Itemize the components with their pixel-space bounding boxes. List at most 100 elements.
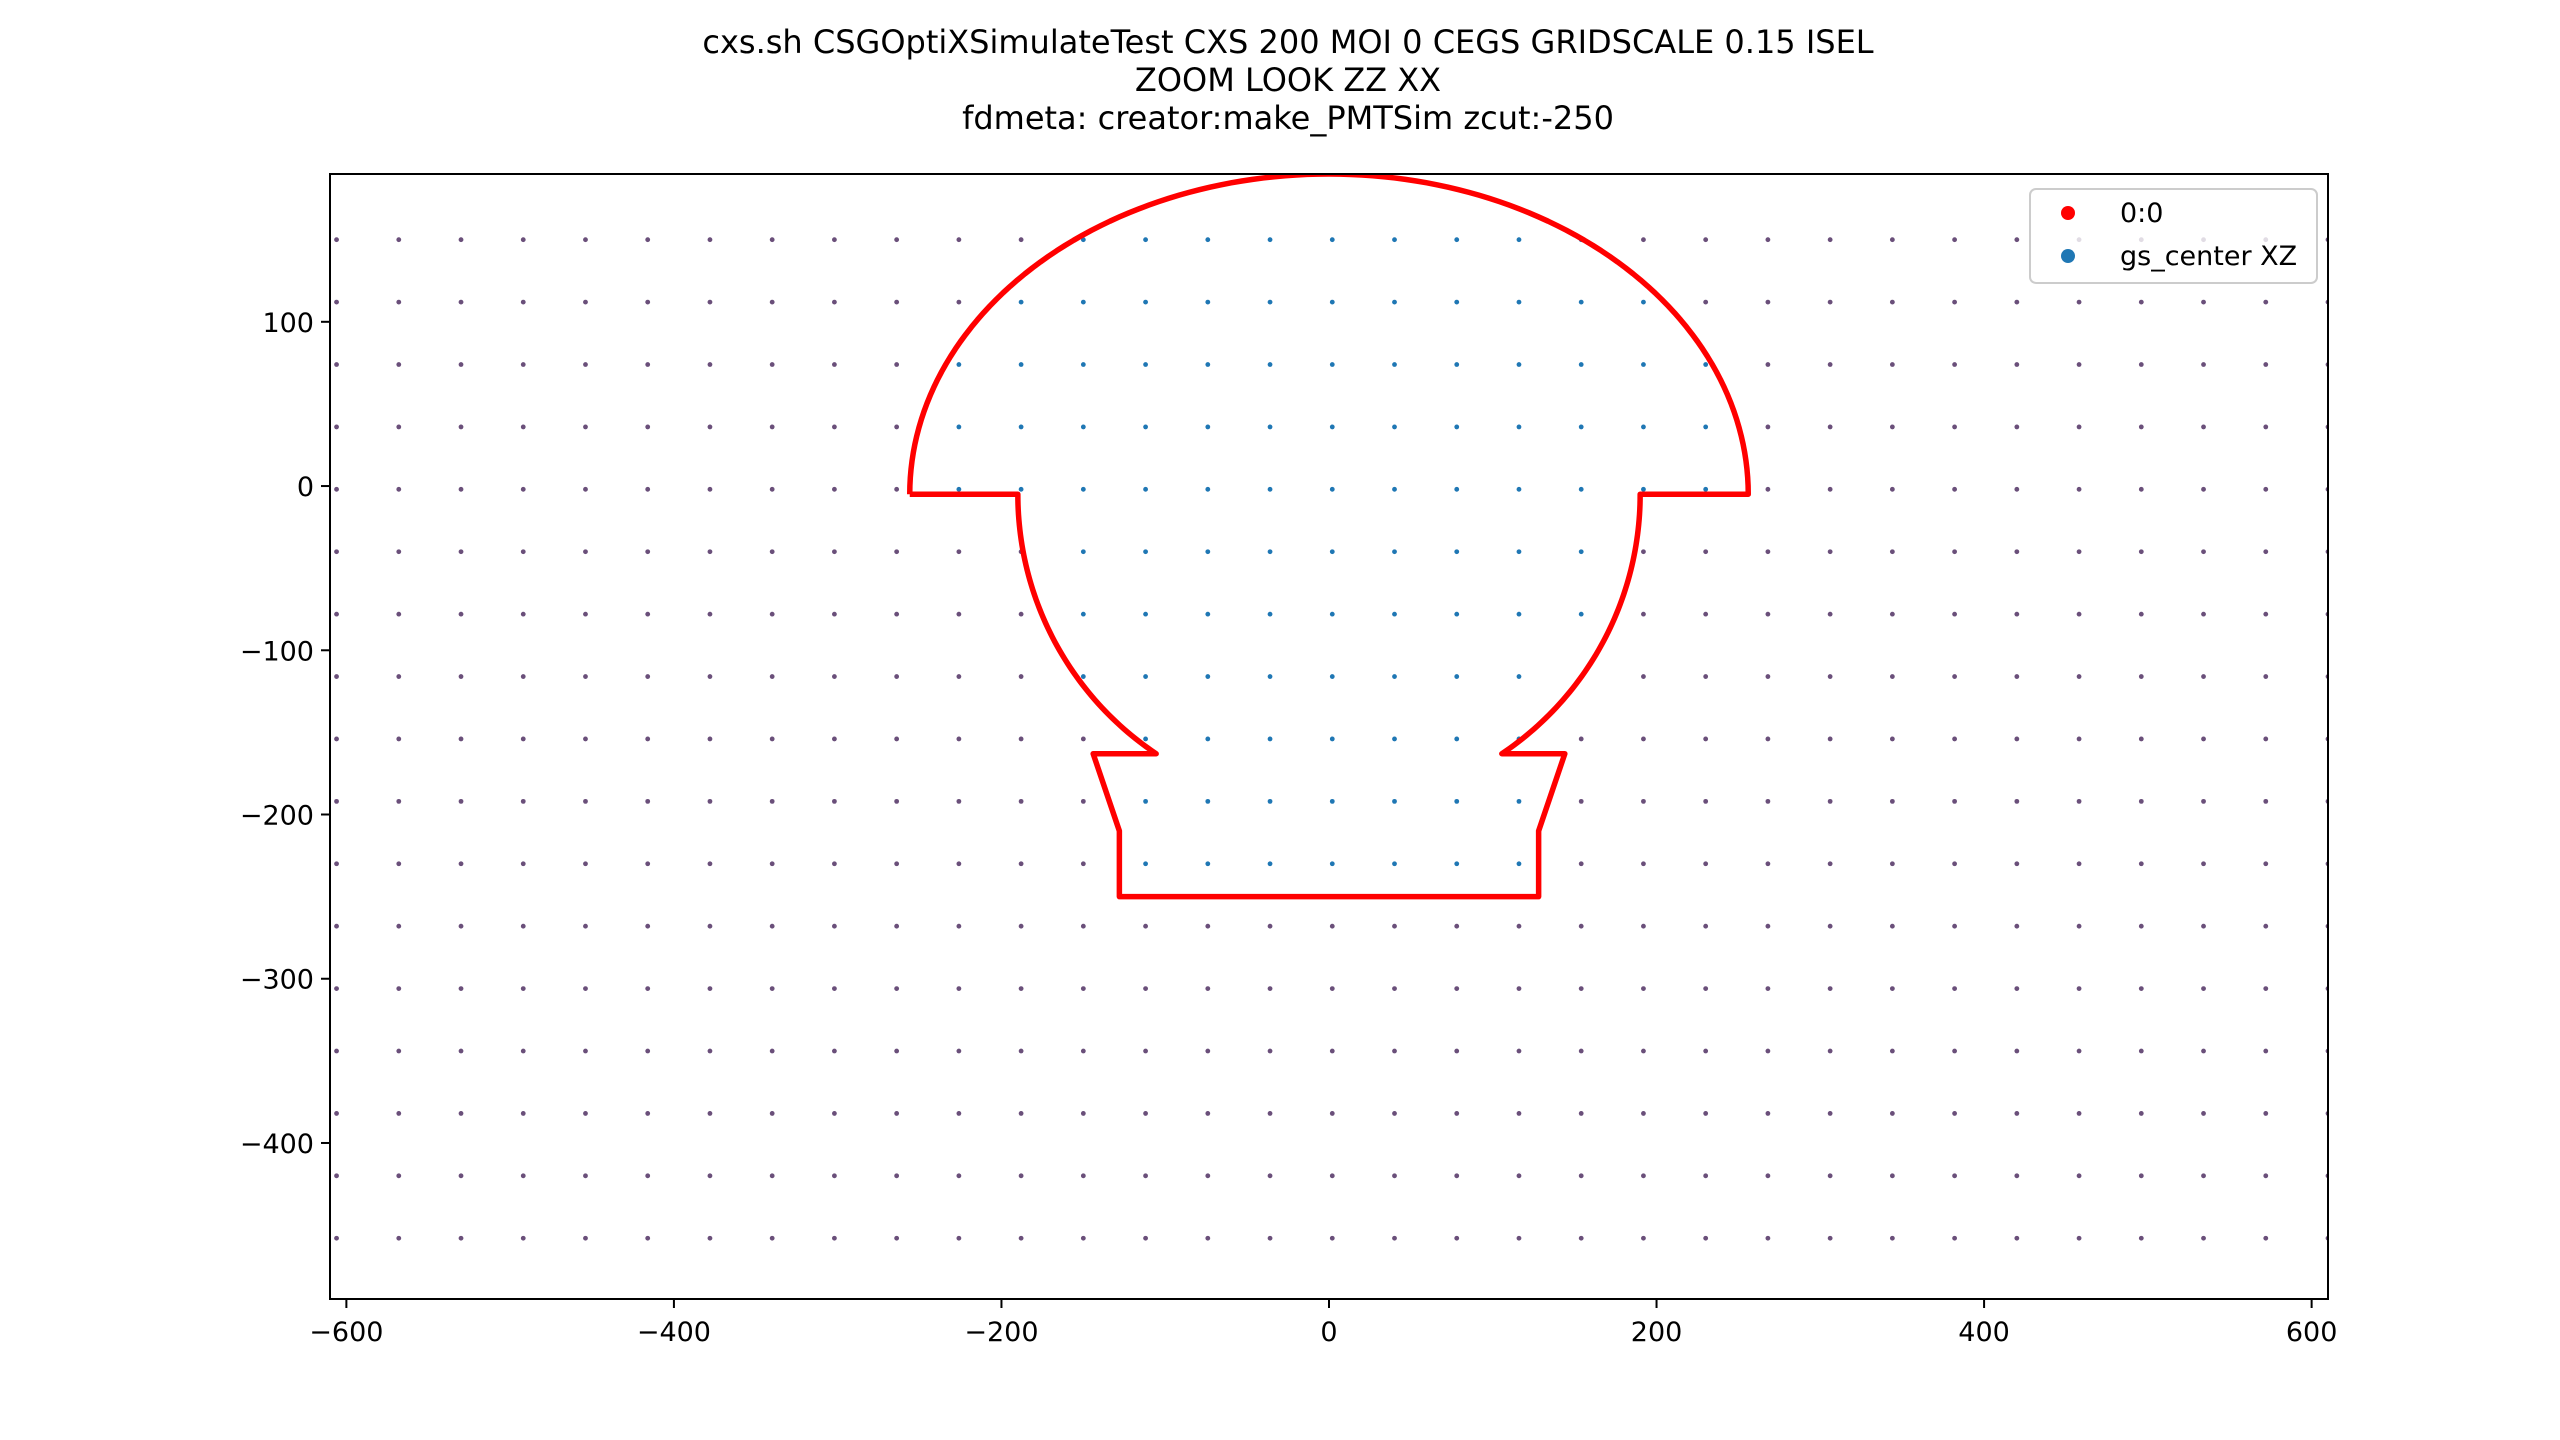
gs-center-point bbox=[956, 549, 962, 555]
gs-center-point bbox=[1080, 424, 1086, 430]
gs-center-point bbox=[2138, 1111, 2144, 1116]
gs-center-point bbox=[2201, 549, 2206, 555]
legend: 0:0 gs_center XZ bbox=[2029, 188, 2318, 284]
gs-center-point bbox=[769, 736, 775, 742]
gs-center-point bbox=[458, 986, 464, 991]
y-tick-label: −300 bbox=[240, 965, 314, 996]
gs-center-point bbox=[1392, 986, 1397, 991]
gs-center-point bbox=[1329, 1111, 1335, 1116]
gs-center-point bbox=[894, 362, 900, 367]
gs-center-point bbox=[1205, 1048, 1211, 1054]
gs-center-point bbox=[2076, 362, 2082, 367]
gs-center-point bbox=[1516, 674, 1522, 679]
gs-center-point bbox=[1392, 549, 1397, 555]
gs-center-point bbox=[334, 674, 339, 679]
gs-center-point bbox=[1578, 1235, 1584, 1241]
gs-center-point bbox=[2076, 1048, 2082, 1054]
gs-center-point bbox=[1080, 299, 1086, 305]
gs-center-point bbox=[583, 299, 588, 305]
gs-center-point bbox=[334, 861, 339, 867]
gs-center-point bbox=[1329, 1235, 1335, 1241]
gs-center-point bbox=[520, 798, 526, 804]
gs-center-point bbox=[2076, 299, 2082, 305]
gs-center-point bbox=[458, 549, 464, 555]
gs-center-point bbox=[1329, 923, 1335, 929]
gs-center-point bbox=[1516, 1048, 1522, 1054]
gs-center-point bbox=[334, 1048, 339, 1054]
gs-center-point bbox=[458, 736, 464, 742]
y-tick-label: −100 bbox=[240, 636, 314, 667]
gs-center-point bbox=[2201, 923, 2206, 929]
gs-center-point bbox=[2138, 861, 2144, 867]
gs-center-point bbox=[1454, 986, 1460, 991]
gs-center-point bbox=[645, 1048, 651, 1054]
gs-center-point bbox=[334, 486, 339, 492]
gs-center-point bbox=[1889, 986, 1895, 991]
gs-center-point bbox=[1267, 611, 1273, 617]
gs-center-point bbox=[894, 299, 900, 305]
gs-center-point bbox=[1205, 861, 1211, 867]
gs-center-point bbox=[520, 486, 526, 492]
gs-center-point bbox=[1703, 549, 1709, 555]
gs-center-point bbox=[334, 986, 339, 991]
gs-center-point bbox=[1392, 424, 1397, 430]
gs-center-point bbox=[1018, 1235, 1024, 1241]
gs-center-point bbox=[1143, 861, 1148, 867]
gs-center-point bbox=[707, 1173, 713, 1179]
gs-center-point bbox=[583, 736, 588, 742]
gs-center-point bbox=[1952, 362, 1957, 367]
gs-center-point bbox=[2201, 674, 2206, 679]
chart-title: cxs.sh CSGOptiXSimulateTest CXS 200 MOI … bbox=[702, 23, 1873, 137]
gs-center-point bbox=[396, 861, 402, 867]
gs-center-point bbox=[396, 1173, 402, 1179]
gs-center-point bbox=[1889, 549, 1895, 555]
gs-center-point bbox=[707, 299, 713, 305]
legend-label-0-0: 0:0 bbox=[2120, 198, 2163, 229]
gs-center-point bbox=[894, 1173, 900, 1179]
gs-center-point bbox=[894, 237, 900, 243]
gs-center-point bbox=[1889, 923, 1895, 929]
gs-center-point bbox=[520, 1111, 526, 1116]
gs-center-point bbox=[1516, 798, 1522, 804]
gs-center-point bbox=[2014, 1048, 2020, 1054]
gs-center-point bbox=[2263, 861, 2269, 867]
gs-center-point bbox=[520, 986, 526, 991]
gs-center-point bbox=[2201, 299, 2206, 305]
gs-center-point bbox=[1952, 1173, 1957, 1179]
gs-center-point bbox=[1578, 986, 1584, 991]
gs-center-point bbox=[2076, 923, 2082, 929]
gs-center-point bbox=[1952, 674, 1957, 679]
gs-center-point bbox=[769, 299, 775, 305]
gs-center-point bbox=[894, 923, 900, 929]
gs-center-point bbox=[956, 362, 962, 367]
gs-center-point bbox=[1516, 611, 1522, 617]
gs-center-point bbox=[769, 549, 775, 555]
gs-center-point bbox=[1205, 1173, 1211, 1179]
gs-center-point bbox=[1392, 1048, 1397, 1054]
gs-center-point bbox=[1454, 299, 1460, 305]
gs-center-point bbox=[1205, 923, 1211, 929]
gs-center-point bbox=[458, 923, 464, 929]
gs-center-point bbox=[1516, 424, 1522, 430]
gs-center-point bbox=[645, 861, 651, 867]
gs-center-point bbox=[334, 549, 339, 555]
gs-center-point bbox=[832, 362, 837, 367]
gs-center-point bbox=[1454, 1048, 1460, 1054]
gs-center-point bbox=[583, 486, 588, 492]
gs-center-point bbox=[396, 549, 402, 555]
gs-center-point bbox=[1827, 1235, 1833, 1241]
gs-center-point bbox=[1454, 362, 1460, 367]
gs-center-point bbox=[1267, 362, 1273, 367]
gs-center-point bbox=[2138, 1173, 2144, 1179]
gs-center-point bbox=[458, 861, 464, 867]
gs-center-point bbox=[1392, 1111, 1397, 1116]
gs-center-point bbox=[334, 1235, 339, 1241]
gs-center-point bbox=[1205, 299, 1211, 305]
gs-center-point bbox=[1454, 861, 1460, 867]
gs-center-point bbox=[2138, 549, 2144, 555]
gs-center-point bbox=[1018, 486, 1024, 492]
gs-center-point bbox=[1827, 736, 1833, 742]
gs-center-point bbox=[1392, 1235, 1397, 1241]
gs-center-point bbox=[1889, 861, 1895, 867]
gs-center-point bbox=[2263, 674, 2269, 679]
